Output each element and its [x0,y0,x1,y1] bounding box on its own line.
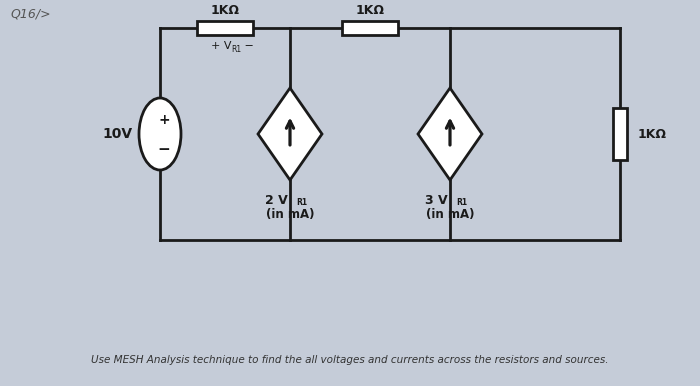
Polygon shape [418,88,482,180]
Text: (in mA): (in mA) [266,208,314,221]
Text: 1KΩ: 1KΩ [638,127,667,141]
Text: R1: R1 [231,44,241,54]
Text: 2 V: 2 V [265,194,288,207]
Ellipse shape [139,98,181,170]
Text: 10V: 10V [103,127,133,141]
Text: Use MESH Analysis technique to find the all voltages and currents across the res: Use MESH Analysis technique to find the … [91,355,609,365]
Bar [197,21,253,35]
Text: 3 V: 3 V [426,194,448,207]
Polygon shape [258,88,322,180]
Text: R1: R1 [456,198,467,207]
Bar [613,108,627,160]
Text: +: + [158,113,170,127]
Text: R1: R1 [296,198,307,207]
Text: −: − [241,41,254,51]
Text: + V: + V [211,41,232,51]
Text: Q16/>: Q16/> [10,7,50,20]
Text: (in mA): (in mA) [426,208,475,221]
Text: −: − [158,142,170,157]
Text: 1KΩ: 1KΩ [211,3,239,17]
Bar [342,21,398,35]
Text: 1KΩ: 1KΩ [356,3,384,17]
